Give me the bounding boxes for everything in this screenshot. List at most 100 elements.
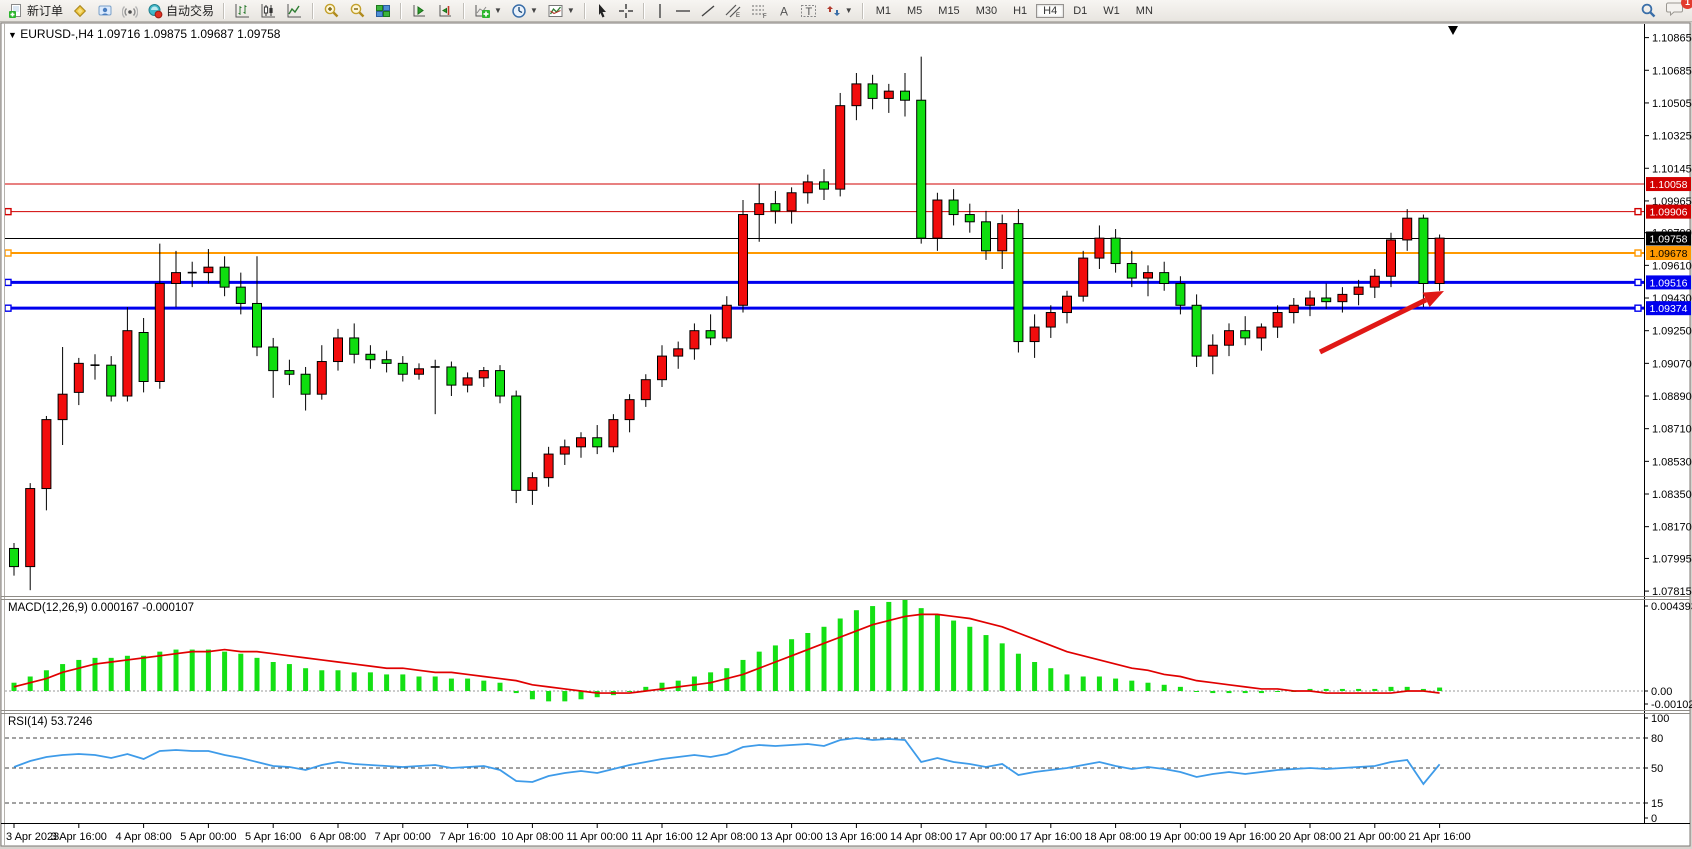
cursor-button[interactable] [591,1,613,20]
candle [1029,326,1040,343]
candle [57,393,68,421]
arrows-button[interactable]: ▼ [822,1,857,20]
toolbar-separator [400,2,403,19]
candle [932,199,943,239]
text-button[interactable]: A [773,1,795,20]
timeframe-button-h4[interactable]: H4 [1036,3,1065,18]
indicators-icon [474,3,491,19]
svg-text:80: 80 [1651,733,1663,745]
candle [1434,237,1445,285]
timeframe-button-mn[interactable]: MN [1129,4,1160,18]
timeframe-button-m15[interactable]: M15 [931,4,966,18]
candle [300,373,311,395]
svg-text:15: 15 [1651,798,1663,810]
vertical-line-icon [654,3,666,19]
autotrading-button[interactable]: 自动交易 [143,1,218,20]
text-label-button[interactable]: T [796,1,821,20]
timeframe-button-d1[interactable]: D1 [1066,4,1094,18]
bar-chart-button[interactable] [230,1,255,20]
candle [495,370,505,397]
search-button[interactable] [1636,1,1661,20]
bar-chart-icon [234,3,251,19]
timeframe-button-m5[interactable]: M5 [900,4,929,18]
timeframe-button-w1[interactable]: W1 [1096,4,1127,18]
chart-shift-icon [437,3,454,19]
zoom-out-button[interactable] [345,1,370,20]
svg-text:50: 50 [1651,763,1663,775]
timeframe-button-m1[interactable]: M1 [869,4,898,18]
market-icon [72,3,88,19]
candle [819,181,829,190]
candle [689,330,700,350]
line-chart-button[interactable] [282,1,307,20]
autotrading-label: 自动交易 [166,4,215,18]
svg-text:14 Apr 08:00: 14 Apr 08:00 [890,831,952,843]
candle [705,330,716,339]
toolbar-separator [312,2,315,19]
candle [511,395,522,491]
text-icon: A [777,3,791,19]
svg-text:0.00: 0.00 [1651,686,1672,698]
timeframe-button-h1[interactable]: H1 [1006,4,1034,18]
candle [1321,297,1332,303]
candle [106,364,117,397]
candle [462,377,473,386]
candlestick-chart-button[interactable] [256,1,281,20]
tile-windows-button[interactable] [371,1,395,20]
candle [608,419,619,448]
toolbar-separator [463,2,466,19]
periods-button[interactable]: ▼ [507,1,542,20]
candle [835,105,846,190]
toolbar-separator [583,2,586,19]
indicators-button[interactable]: ▼ [470,1,506,20]
svg-text:6 Apr 08:00: 6 Apr 08:00 [310,831,366,843]
market-button[interactable] [68,1,92,20]
candle [754,203,765,216]
price-chart[interactable]: 1.10865 1.10685 1.10505 1.10325 1.10145 1.099… [0,22,1692,849]
chart-shift-marker-icon [1448,26,1458,35]
signals-button[interactable] [118,1,142,20]
red-arrow-annotation [1318,291,1444,355]
candle [1224,330,1234,346]
rsi-panel [5,737,1644,804]
notification-badge[interactable]: 1 [1681,0,1692,9]
candle [770,203,781,212]
horizontal-line-button[interactable] [671,1,695,20]
profile-icon [97,3,113,19]
candle [916,99,927,239]
templates-button[interactable]: ▼ [543,1,579,20]
candle [1240,330,1251,339]
candle [171,272,181,285]
channel-button[interactable]: E [721,1,746,20]
candle [786,192,797,212]
candle [997,223,1008,252]
vertical-line-button[interactable] [650,1,670,20]
svg-text:1.09250: 1.09250 [1652,326,1692,338]
svg-text:1.10505: 1.10505 [1652,98,1692,110]
candle [41,419,52,490]
trendline-button[interactable] [696,1,720,20]
autotrading-icon [147,3,163,19]
price-badge-1.09678: 1.09678 [1646,246,1691,261]
crosshair-button[interactable] [614,1,638,20]
candle [219,266,230,288]
candle [867,83,878,99]
auto-scroll-button[interactable] [407,1,432,20]
signals-icon [122,3,139,19]
fibonacci-button[interactable]: F [747,1,772,20]
timeframe-button-m30[interactable]: M30 [969,4,1004,18]
candle [203,266,214,274]
candle [333,337,343,363]
svg-text:21 Apr 00:00: 21 Apr 00:00 [1344,831,1406,843]
candle [1386,239,1396,277]
candle [948,199,959,216]
svg-text:10 Apr 08:00: 10 Apr 08:00 [501,831,563,843]
text-label-icon: T [800,3,817,19]
profile-button[interactable] [93,1,117,20]
svg-text:3 Apr 2023: 3 Apr 2023 [6,831,59,843]
svg-text:1.09906: 1.09906 [1650,207,1688,219]
zoom-in-button[interactable] [319,1,344,20]
chart-shift-button[interactable] [433,1,458,20]
new-order-button[interactable]: 新订单 [4,1,67,20]
svg-text:E: E [736,13,740,19]
